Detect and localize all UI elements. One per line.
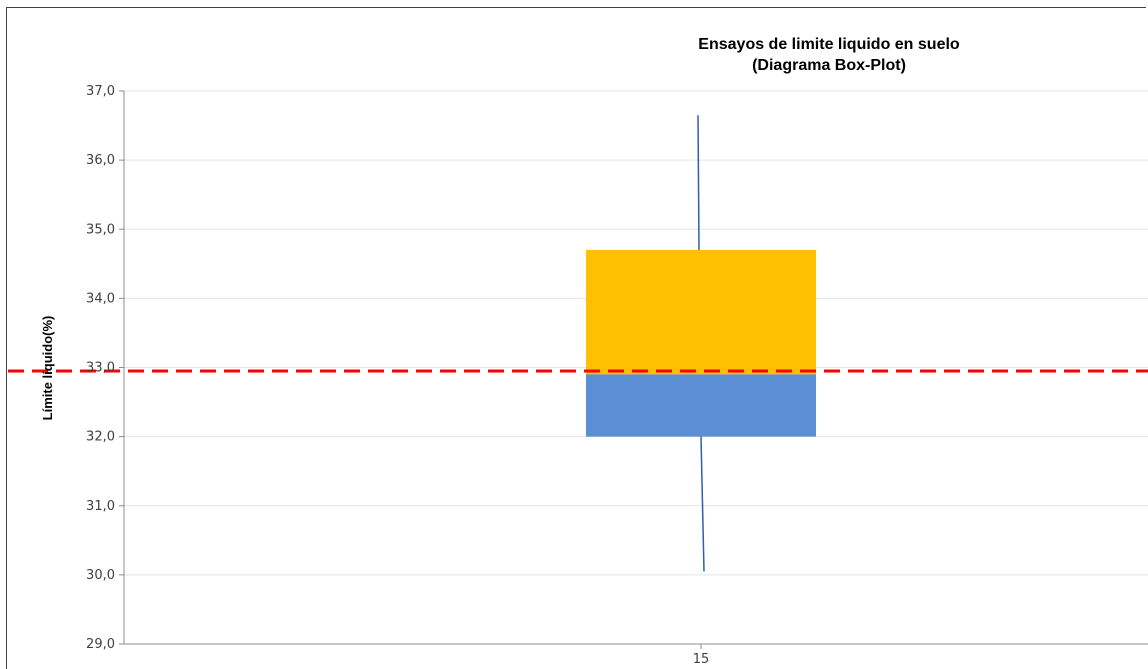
chart-title-line-1: Ensayos de limite liquido en suelo — [698, 36, 960, 53]
y-tick-label: 31,0 — [86, 499, 115, 514]
y-tick-label: 33,0 — [86, 361, 115, 376]
x-tick-label: 15 — [693, 652, 710, 667]
y-axis-title: Límite líquido(%) — [40, 316, 55, 421]
y-axis — [119, 90, 1148, 649]
y-tick-label: 34,0 — [86, 291, 115, 306]
y-tick-label: 32,0 — [86, 430, 115, 445]
y-tick-label: 37,0 — [86, 84, 115, 99]
chart-title-line-2: (Diagrama Box-Plot) — [752, 57, 906, 74]
upper-whisker — [697, 115, 700, 250]
chart-frame — [6, 7, 1146, 669]
box-plot — [586, 115, 816, 572]
lower-box-q1-q2 — [586, 374, 816, 437]
y-tick-label: 29,0 — [86, 637, 115, 652]
lower-whisker — [700, 436, 705, 572]
y-tick-label: 36,0 — [86, 153, 115, 168]
y-tick-label: 30,0 — [86, 568, 115, 583]
y-tick-label: 35,0 — [86, 222, 115, 237]
tick-labels: 29,0 30,0 31,0 32,0 33,0 34,0 35,0 36,0 37,0 15 — [86, 84, 709, 667]
upper-box-q2-q3 — [586, 249, 816, 375]
